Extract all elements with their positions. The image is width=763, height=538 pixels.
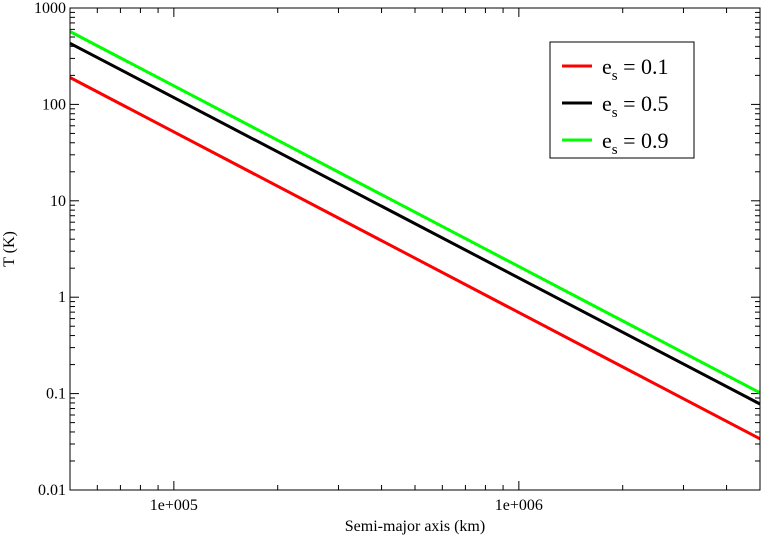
y-tick-label: 100 bbox=[42, 96, 66, 113]
y-tick-label: 0.01 bbox=[38, 482, 66, 499]
x-axis-label: Semi-major axis (km) bbox=[345, 518, 485, 535]
tick-labels-layer: 1e+005 1e+006 0.01 0.1 1 10 100 1000 bbox=[34, 0, 543, 514]
legend-label-1: es = 0.1 bbox=[602, 54, 669, 84]
legend: es = 0.1 es = 0.5 es = 0.9 bbox=[549, 41, 695, 159]
x-tick-label: 1e+005 bbox=[150, 497, 198, 514]
y-tick-label: 10 bbox=[50, 193, 66, 210]
plot-area-frame bbox=[69, 7, 761, 491]
legend-label-3: es = 0.9 bbox=[602, 128, 669, 158]
y-tick-label: 1000 bbox=[34, 0, 66, 17]
x-tick-label: 1e+006 bbox=[495, 497, 543, 514]
series-line-2 bbox=[69, 41, 761, 406]
legend-box bbox=[549, 41, 695, 159]
series-line-3 bbox=[69, 30, 761, 395]
series-layer bbox=[69, 30, 761, 441]
y-tick-label: 1 bbox=[58, 289, 66, 306]
series-line-1 bbox=[69, 76, 761, 441]
y-axis-label: T (K) bbox=[1, 231, 18, 267]
y-tick-label: 0.1 bbox=[46, 386, 66, 403]
legend-label-2: es = 0.5 bbox=[602, 91, 669, 121]
